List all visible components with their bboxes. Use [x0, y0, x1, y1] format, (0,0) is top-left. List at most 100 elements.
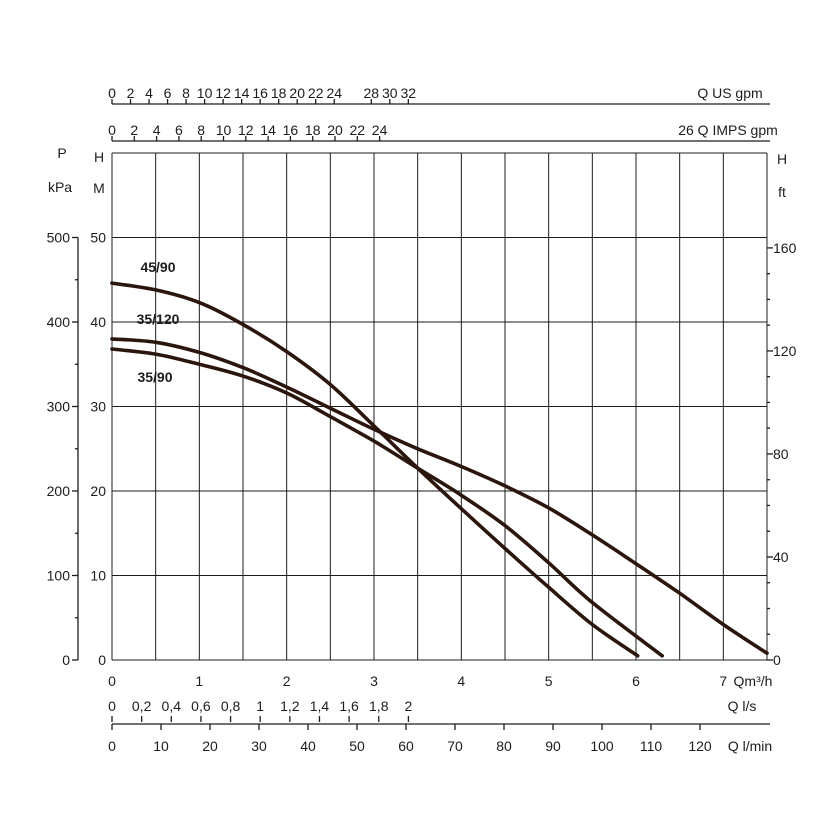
bottom-axis-tick-label: 50: [349, 738, 365, 754]
bottom-axis-tick-label: 110: [640, 738, 663, 754]
head-ft-tick-label: 40: [773, 549, 789, 565]
top-axis-tick-label: 0: [108, 122, 116, 138]
top-axis-label: 26 Q IMPS gpm: [678, 122, 778, 138]
curve-label-35-90: 35/90: [137, 369, 172, 385]
top-axis-tick-label: 20: [289, 85, 305, 101]
top-axis-tick-label: 22: [350, 122, 366, 138]
x-tick-label: 7: [719, 673, 727, 689]
head-m-tick-label: 40: [90, 314, 106, 330]
pressure-tick-label: 100: [47, 568, 71, 584]
bottom-axis-tick-label: 1,4: [310, 698, 330, 714]
top-axis-tick-label: 30: [382, 85, 398, 101]
pressure-tick-label: 300: [47, 399, 71, 415]
bottom-axis-tick-label: 0,2: [132, 698, 152, 714]
top-axis-tick-label: 16: [252, 85, 268, 101]
pressure-axis-unit: kPa: [48, 179, 72, 195]
pressure-tick-label: 500: [47, 230, 71, 246]
bottom-axis-tick-label: 30: [251, 738, 267, 754]
x-tick-label: 5: [545, 673, 553, 689]
top-axis-tick-label: 18: [305, 122, 321, 138]
top-axis-tick-label: 12: [238, 122, 254, 138]
bottom-axis-tick-label: 0: [108, 738, 116, 754]
bottom-axis-tick-label: 0,6: [191, 698, 211, 714]
x-tick-label: 4: [457, 673, 465, 689]
top-axis-tick-label: 16: [283, 122, 299, 138]
top-axis-tick-label: 12: [215, 85, 231, 101]
bottom-axis-tick-label: 60: [398, 738, 414, 754]
top-axis-tick-label: 18: [271, 85, 287, 101]
head-ft-tick-label: 80: [773, 446, 789, 462]
pressure-tick-label: 400: [47, 314, 71, 330]
bottom-axis-tick-label: 0,4: [162, 698, 182, 714]
top-axis-tick-label: 24: [372, 122, 388, 138]
top-axis-tick-label: 24: [326, 85, 342, 101]
curve-35-90: [110, 347, 664, 658]
head-ft-tick-label: 120: [773, 343, 797, 359]
bottom-axis-tick-label: 0,8: [221, 698, 241, 714]
head-ft-tick-label: 0: [773, 652, 781, 668]
bottom-axis-label: Q l/s: [728, 698, 757, 714]
top-axis-tick-label: 14: [234, 85, 250, 101]
curve-45-90: [110, 281, 640, 658]
top-axis-tick-label: 28: [363, 85, 379, 101]
chart-labels: 0100200300400500PkPa01020304050HM0408012…: [47, 85, 797, 754]
top-axis-tick-label: 22: [308, 85, 324, 101]
pressure-tick-label: 200: [47, 483, 71, 499]
bottom-axis-tick-label: 0: [108, 698, 116, 714]
top-axis-tick-label: 8: [182, 85, 190, 101]
chart-grid: [111, 152, 768, 661]
top-axis-tick-label: 2: [127, 85, 135, 101]
top-axis-tick-label: 6: [164, 85, 172, 101]
bottom-axis-tick-label: 1: [256, 698, 264, 714]
curve-label-45-90: 45/90: [140, 259, 175, 275]
bottom-axis-tick-label: 10: [153, 738, 169, 754]
top-axis-tick-label: 8: [197, 122, 205, 138]
curve-label-35-120: 35/120: [137, 311, 180, 327]
bottom-axis-tick-label: 100: [590, 738, 614, 754]
x-tick-label: 3: [370, 673, 378, 689]
bottom-axis-tick-label: 90: [545, 738, 561, 754]
top-axis-tick-label: 10: [216, 122, 232, 138]
x-tick-label: 0: [108, 673, 116, 689]
top-axis-tick-label: 2: [130, 122, 138, 138]
head-m-tick-label: 50: [90, 230, 106, 246]
top-axis-tick-label: 10: [197, 85, 213, 101]
pressure-axis-symbol: P: [57, 145, 66, 161]
head-ft-axis-unit: ft: [778, 184, 786, 200]
top-axis-tick-label: 6: [175, 122, 183, 138]
x-tick-label: 1: [195, 673, 203, 689]
head-ft-tick-label: 160: [773, 240, 797, 256]
top-axis-tick-label: 0: [108, 85, 116, 101]
bottom-axis-tick-label: 1,6: [339, 698, 359, 714]
pressure-tick-label: 0: [62, 652, 70, 668]
head-ft-axis-symbol: H: [777, 151, 787, 167]
head-m-tick-label: 20: [90, 483, 106, 499]
bottom-axis-tick-label: 120: [688, 738, 712, 754]
top-axis-tick-label: 32: [401, 85, 417, 101]
bottom-axis-tick-label: 40: [300, 738, 316, 754]
head-m-axis-unit: M: [93, 180, 105, 196]
top-axis-tick-label: 14: [260, 122, 276, 138]
top-axis-tick-label: 4: [145, 85, 153, 101]
bottom-axis-tick-label: 1,2: [280, 698, 300, 714]
x-tick-label: 2: [283, 673, 291, 689]
bottom-axis-label: Q l/min: [728, 738, 772, 754]
bottom-axis-tick-label: 20: [202, 738, 218, 754]
head-m-tick-label: 30: [90, 399, 106, 415]
bottom-axis-tick-label: 70: [447, 738, 463, 754]
top-axis-tick-label: 20: [327, 122, 343, 138]
x-axis-label: Qm³/h: [734, 673, 773, 689]
head-m-tick-label: 0: [98, 652, 106, 668]
bottom-axis-tick-label: 1,8: [369, 698, 389, 714]
x-tick-label: 6: [632, 673, 640, 689]
top-axis-label: Q US gpm: [697, 85, 762, 101]
head-m-axis-symbol: H: [94, 149, 104, 165]
top-axis-tick-label: 4: [153, 122, 161, 138]
head-m-tick-label: 10: [90, 568, 106, 584]
chart-axes: [72, 99, 773, 730]
bottom-axis-tick-label: 2: [405, 698, 413, 714]
bottom-axis-tick-label: 80: [496, 738, 512, 754]
pump-curves: [110, 281, 769, 658]
curve-35-120: [110, 337, 769, 655]
